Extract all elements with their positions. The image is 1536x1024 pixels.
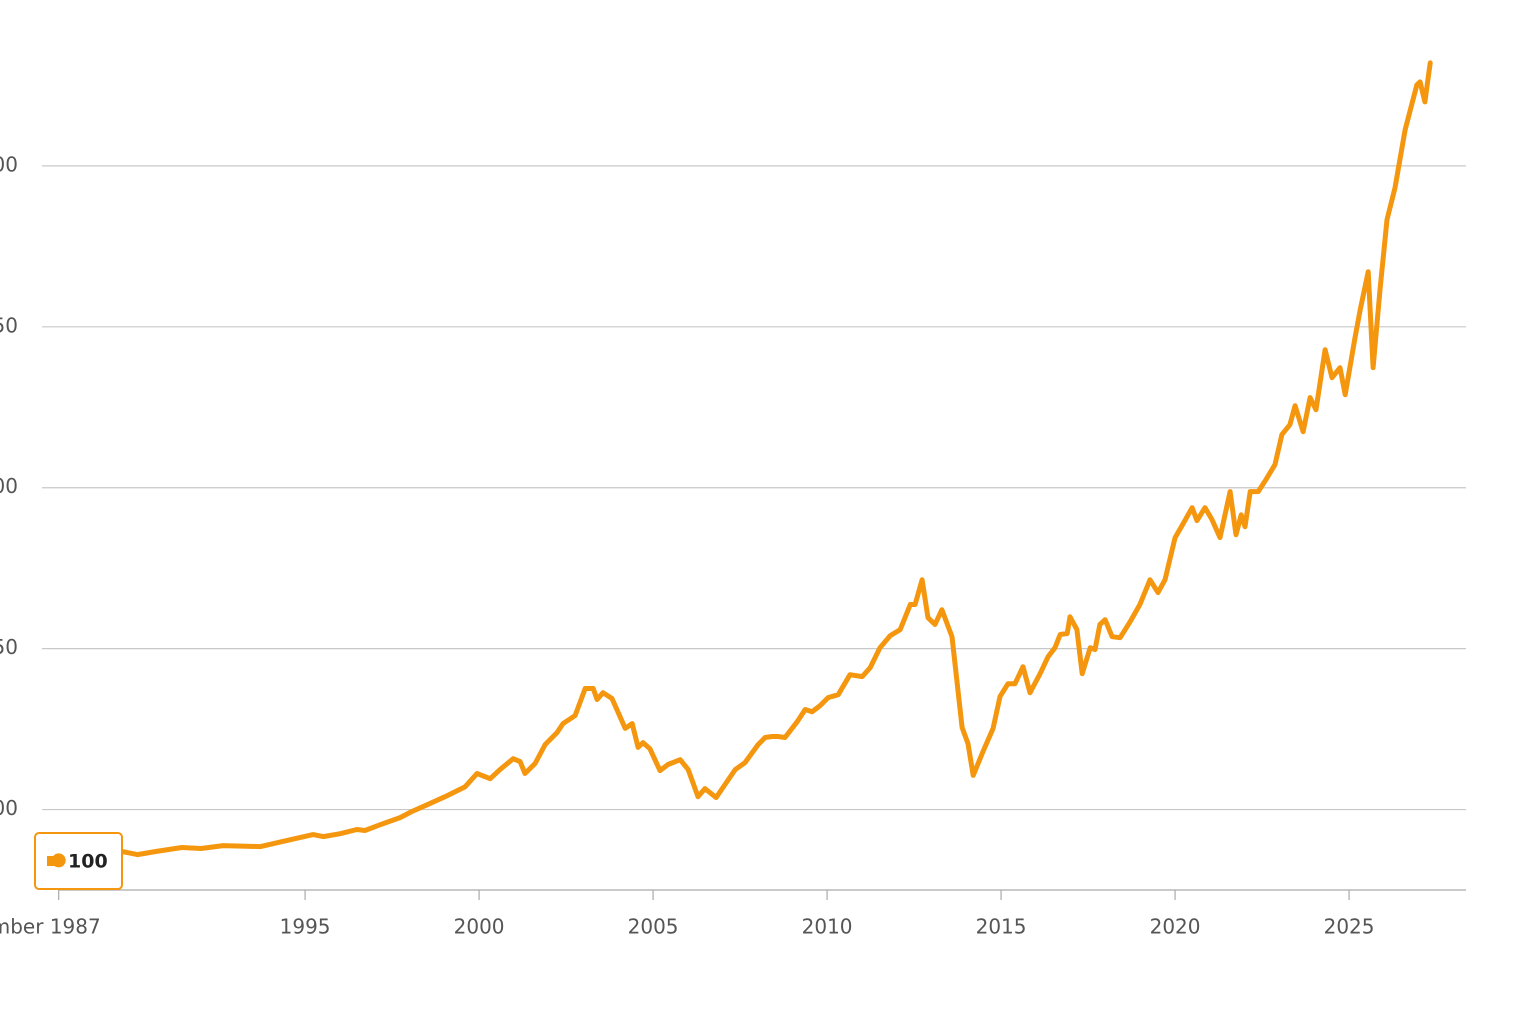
y-tick-label: 300	[0, 474, 18, 498]
y-tick-label: 350	[0, 313, 18, 337]
x-tick-label: 2025	[1324, 915, 1375, 939]
x-tick-label: 2005	[628, 915, 679, 939]
x-tick-label: 2020	[1150, 915, 1201, 939]
tooltip-box	[34, 832, 123, 890]
y-tick-label: 250	[0, 635, 18, 659]
x-tick-label: December 1987	[0, 915, 101, 939]
x-tick-label: 2010	[802, 915, 853, 939]
start-tooltip: 100	[34, 832, 123, 890]
start-point	[51, 853, 66, 868]
y-tick-label: 400	[0, 152, 18, 176]
series-line	[56, 60, 1433, 863]
x-tick-label: 2015	[976, 915, 1027, 939]
tooltip-label: 100	[68, 851, 108, 873]
x-tick-label: 1995	[280, 915, 331, 939]
y-tick-label: 200	[0, 796, 18, 820]
x-tick-label: 2000	[454, 915, 505, 939]
